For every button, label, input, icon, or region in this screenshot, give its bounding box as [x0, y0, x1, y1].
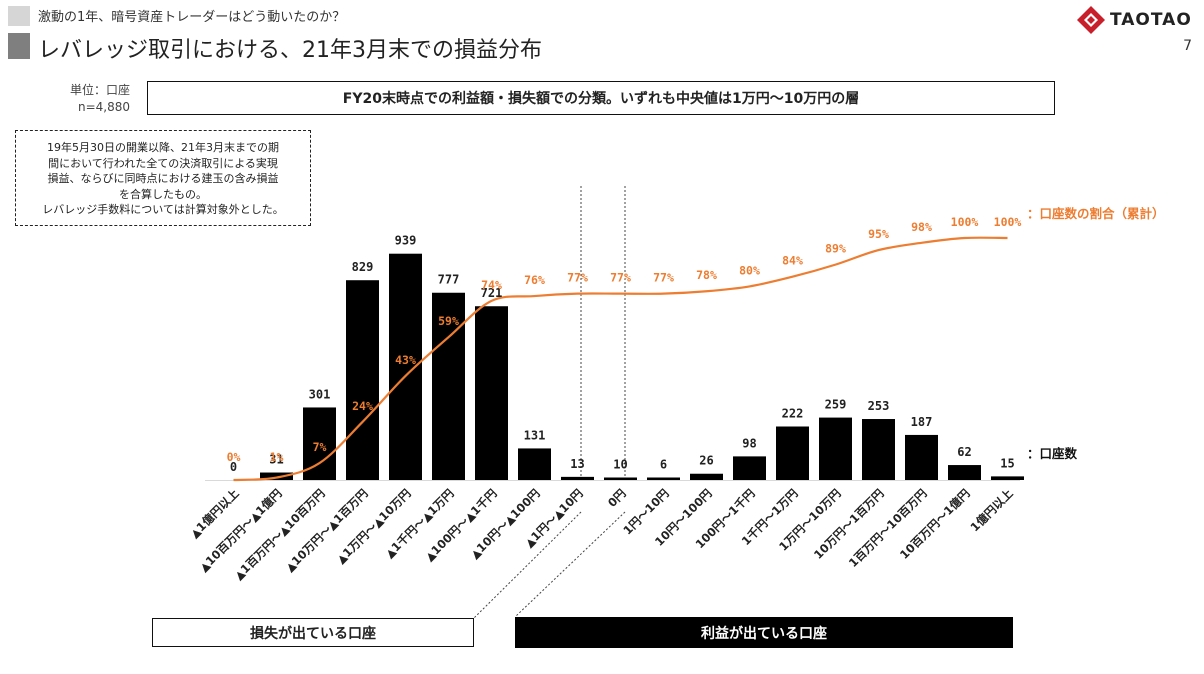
- share-label: 0%: [227, 450, 241, 464]
- bar: [690, 473, 723, 480]
- sample-size-label: n=4,880: [77, 100, 130, 114]
- bar: [905, 434, 938, 480]
- share-label: 7%: [313, 440, 327, 454]
- unit-label-block: 単位：口座 n=4,880: [54, 82, 130, 116]
- share-label: 59%: [438, 314, 459, 328]
- loss-accounts-label: 損失が出ている口座: [152, 618, 474, 647]
- bar: [561, 476, 594, 480]
- share-label: 100%: [951, 215, 979, 229]
- bar-value-label: 13: [570, 457, 584, 471]
- category-label: 1億円以上: [968, 486, 1016, 534]
- bar: [948, 465, 981, 480]
- bar-value-label: 301: [309, 387, 331, 401]
- share-label: 95%: [868, 227, 889, 241]
- bar: [819, 417, 852, 480]
- share-label: 77%: [610, 271, 631, 285]
- note-box: 19年5月30日の開業以降、21年3月末までの期 間において行われた全ての決済取…: [15, 130, 311, 226]
- bar-value-label: 10: [613, 458, 627, 472]
- bar: [604, 477, 637, 480]
- title-marker: [8, 33, 30, 59]
- category-label: 0円: [605, 486, 629, 510]
- bar-value-label: 222: [782, 406, 804, 420]
- bar: [776, 426, 809, 480]
- note-line: 19年5月30日の開業以降、21年3月末までの期: [47, 141, 279, 154]
- category-label: ▲10万円～▲1百万円: [282, 486, 370, 574]
- category-label: 1百万円～10百万円: [846, 486, 930, 570]
- note-line: 間において行われた全ての決済取引による実現: [48, 156, 278, 170]
- bar-value-label: 131: [524, 428, 546, 442]
- share-label: 24%: [352, 399, 373, 413]
- bar-value-label: 777: [438, 273, 460, 287]
- logo-text: TAOTAO: [1110, 10, 1192, 30]
- bar-value-label: 15: [1000, 456, 1014, 470]
- unit-label: 単位：口座: [69, 83, 130, 97]
- bar: [432, 292, 465, 480]
- bar-value-label: 829: [352, 260, 374, 274]
- share-label: 76%: [524, 273, 545, 287]
- bar: [991, 476, 1024, 480]
- supertitle: 激動の1年、暗号資産トレーダーはどう動いたのか？: [38, 10, 346, 25]
- note-line: レバレッジ手数料については計算対象外とした。: [42, 203, 284, 216]
- bar-value-label: 26: [699, 454, 713, 468]
- bar-series-label: ：口座数: [1027, 446, 1078, 461]
- category-label: ▲1万円～▲10万円: [334, 486, 414, 566]
- bar-value-label: 253: [868, 399, 890, 413]
- page-number: 7: [1183, 38, 1192, 54]
- bar-value-label: 98: [742, 436, 756, 450]
- category-label: ▲10百万円～▲1億円: [196, 486, 284, 574]
- profit-accounts-label: 利益が出ている口座: [515, 617, 1013, 648]
- bar: [346, 280, 379, 480]
- logo-mark-icon: [1077, 6, 1105, 34]
- divider-line: [514, 511, 626, 618]
- share-label: 80%: [739, 263, 760, 277]
- bar-value-label: 259: [825, 398, 847, 412]
- share-label: 78%: [696, 268, 717, 282]
- bar: [647, 477, 680, 480]
- share-label: 89%: [825, 242, 846, 256]
- cumulative-share-line: [233, 236, 1008, 482]
- line-series-label: ：口座数の割合（累計）: [1027, 206, 1165, 221]
- share-label: 84%: [782, 254, 803, 268]
- bar: [518, 448, 551, 480]
- bar-value-label: 6: [660, 458, 667, 472]
- taotao-logo: TAOTAO: [1076, 5, 1191, 35]
- share-label: 77%: [653, 271, 674, 285]
- bar: [862, 419, 895, 480]
- bar: [475, 306, 508, 480]
- note-line: 損益、ならびに同時点における建玉の含み損益: [47, 172, 279, 185]
- bar-value-label: 721: [481, 286, 503, 300]
- bar-value-label: 187: [911, 415, 933, 429]
- share-label: 98%: [911, 220, 932, 234]
- note-line: を合算したもの。: [119, 187, 207, 201]
- category-label: ▲100円～▲1千円: [422, 486, 500, 564]
- headline-box: FY20末時点での利益額・損失額での分類。いずれも中央値は1万円～10万円の層: [147, 81, 1055, 115]
- divider-line: [473, 511, 582, 619]
- page-title: レバレッジ取引における、21年3月末での損益分布: [38, 38, 542, 63]
- bar-value-label: 31: [269, 453, 283, 467]
- subtitle-marker: [8, 6, 30, 26]
- bar: [260, 472, 293, 480]
- bar-value-label: 62: [957, 445, 971, 459]
- share-label: 43%: [395, 353, 416, 367]
- share-label: 77%: [567, 271, 588, 285]
- share-label: 74%: [481, 278, 502, 292]
- bar-value-label: 939: [395, 234, 417, 248]
- share-label: 1%: [270, 450, 284, 464]
- share-label: 100%: [994, 215, 1022, 229]
- bar: [733, 456, 766, 480]
- bar-value-label: 0: [230, 460, 237, 474]
